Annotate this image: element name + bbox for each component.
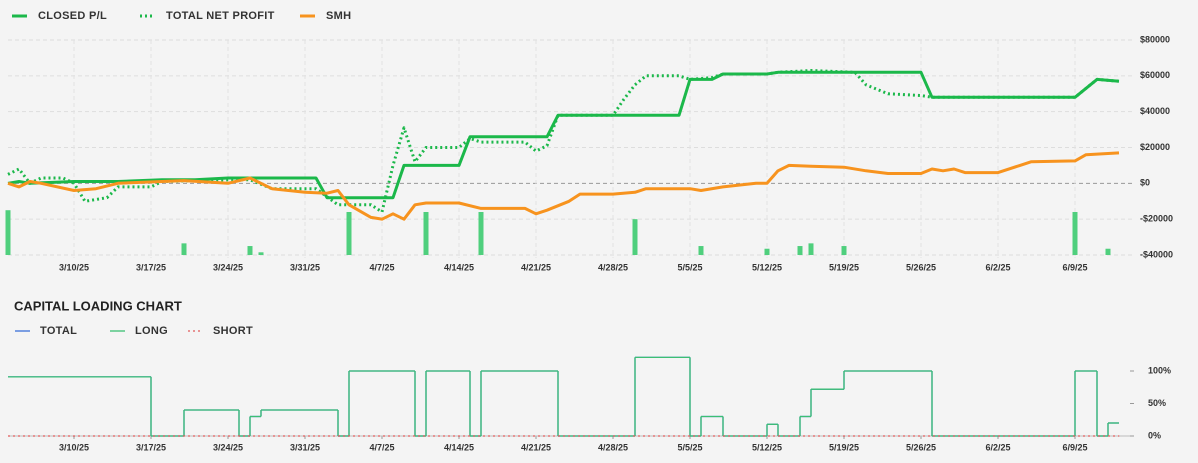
x-tick-label: 4/28/25 <box>598 262 628 272</box>
y-tick-label: -$40000 <box>1140 249 1173 259</box>
y-tick-label: $80000 <box>1140 34 1170 44</box>
x-tick-label: 6/2/25 <box>985 262 1010 272</box>
x-tick-label: 5/12/25 <box>752 262 782 272</box>
bar <box>346 212 352 255</box>
legend-label: CLOSED P/L <box>38 10 107 22</box>
bar <box>247 246 253 255</box>
x-tick-label: 4/28/25 <box>598 442 628 452</box>
y-tick-label: 0% <box>1148 430 1161 440</box>
y-tick-label: 50% <box>1148 398 1166 408</box>
x-tick-label: 5/26/25 <box>906 262 936 272</box>
bar <box>5 210 11 255</box>
x-tick-label: 4/14/25 <box>444 262 474 272</box>
legend-label: SMH <box>326 10 351 22</box>
legend-label: TOTAL <box>40 325 77 337</box>
x-tick-label: 4/7/25 <box>369 262 394 272</box>
x-tick-label: 5/19/25 <box>829 262 859 272</box>
series-line <box>7 151 1120 221</box>
x-tick-label: 3/17/25 <box>136 262 166 272</box>
x-tick-label: 5/12/25 <box>752 442 782 452</box>
series-line <box>7 70 1120 200</box>
x-tick-label: 3/31/25 <box>290 442 320 452</box>
x-tick-label: 3/17/25 <box>136 442 166 452</box>
bar <box>1072 212 1078 255</box>
bar <box>1105 248 1111 255</box>
chart-title: CAPITAL LOADING CHART <box>14 298 182 313</box>
series-line <box>7 69 1120 214</box>
x-tick-label: 4/21/25 <box>521 262 551 272</box>
x-tick-label: 3/24/25 <box>213 442 243 452</box>
y-tick-label: $40000 <box>1140 106 1170 116</box>
bar <box>181 243 187 255</box>
bar <box>808 243 814 255</box>
x-tick-label: 5/5/25 <box>677 442 702 452</box>
y-tick-label: -$20000 <box>1140 214 1173 224</box>
bar <box>764 248 770 255</box>
bar <box>423 212 429 255</box>
y-tick-label: $60000 <box>1140 70 1170 80</box>
legend-label: TOTAL NET PROFIT <box>166 10 275 22</box>
x-tick-label: 3/31/25 <box>290 262 320 272</box>
y-tick-label: $20000 <box>1140 142 1170 152</box>
x-tick-label: 4/7/25 <box>369 442 394 452</box>
y-tick-label: $0 <box>1140 178 1150 188</box>
x-tick-label: 6/9/25 <box>1062 262 1087 272</box>
x-tick-label: 5/19/25 <box>829 442 859 452</box>
x-tick-label: 5/26/25 <box>906 442 936 452</box>
y-tick-label: 100% <box>1148 365 1171 375</box>
x-tick-label: 4/21/25 <box>521 442 551 452</box>
bar <box>841 246 847 255</box>
legend-label: LONG <box>135 325 168 337</box>
bar <box>478 212 484 255</box>
x-tick-label: 3/24/25 <box>213 262 243 272</box>
bar <box>698 246 704 255</box>
x-tick-label: 4/14/25 <box>444 442 474 452</box>
x-tick-label: 3/10/25 <box>59 262 89 272</box>
x-tick-label: 3/10/25 <box>59 442 89 452</box>
bar <box>632 219 638 255</box>
bar <box>258 252 264 255</box>
x-tick-label: 6/2/25 <box>985 442 1010 452</box>
legend-label: SHORT <box>213 325 253 337</box>
x-tick-label: 6/9/25 <box>1062 442 1087 452</box>
bar <box>797 246 803 255</box>
x-tick-label: 5/5/25 <box>677 262 702 272</box>
